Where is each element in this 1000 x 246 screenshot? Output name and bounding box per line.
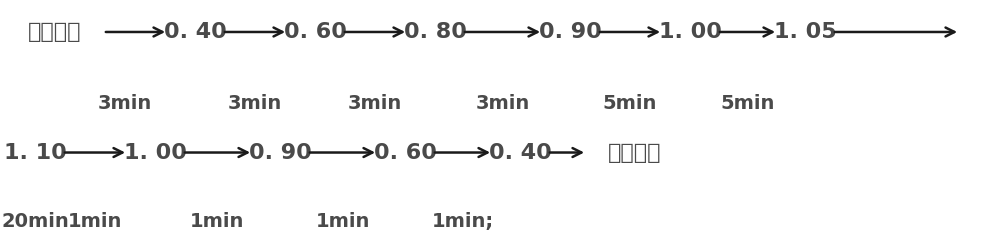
Text: 0. 60: 0. 60	[374, 142, 436, 163]
Text: 20min: 20min	[1, 212, 69, 231]
Text: 1min;: 1min;	[431, 212, 494, 231]
Text: 初始状态: 初始状态	[608, 142, 662, 163]
Text: 1min: 1min	[190, 212, 245, 231]
Text: 初始状态: 初始状态	[28, 22, 82, 42]
Text: 1min: 1min	[68, 212, 122, 231]
Text: 3min: 3min	[98, 94, 152, 113]
Text: 3min: 3min	[348, 94, 402, 113]
Text: 1min: 1min	[315, 212, 370, 231]
Text: 1. 05: 1. 05	[774, 22, 836, 42]
Text: 0. 40: 0. 40	[164, 22, 226, 42]
Text: 5min: 5min	[603, 94, 657, 113]
Text: 1. 00: 1. 00	[124, 142, 186, 163]
Text: 5min: 5min	[720, 94, 775, 113]
Text: 0. 80: 0. 80	[404, 22, 466, 42]
Text: 3min: 3min	[475, 94, 530, 113]
Text: 1. 10: 1. 10	[4, 142, 66, 163]
Text: 0. 40: 0. 40	[489, 142, 551, 163]
Text: 1. 00: 1. 00	[659, 22, 721, 42]
Text: 0. 90: 0. 90	[249, 142, 311, 163]
Text: 0. 90: 0. 90	[539, 22, 601, 42]
Text: 0. 60: 0. 60	[284, 22, 346, 42]
Text: 3min: 3min	[228, 94, 282, 113]
